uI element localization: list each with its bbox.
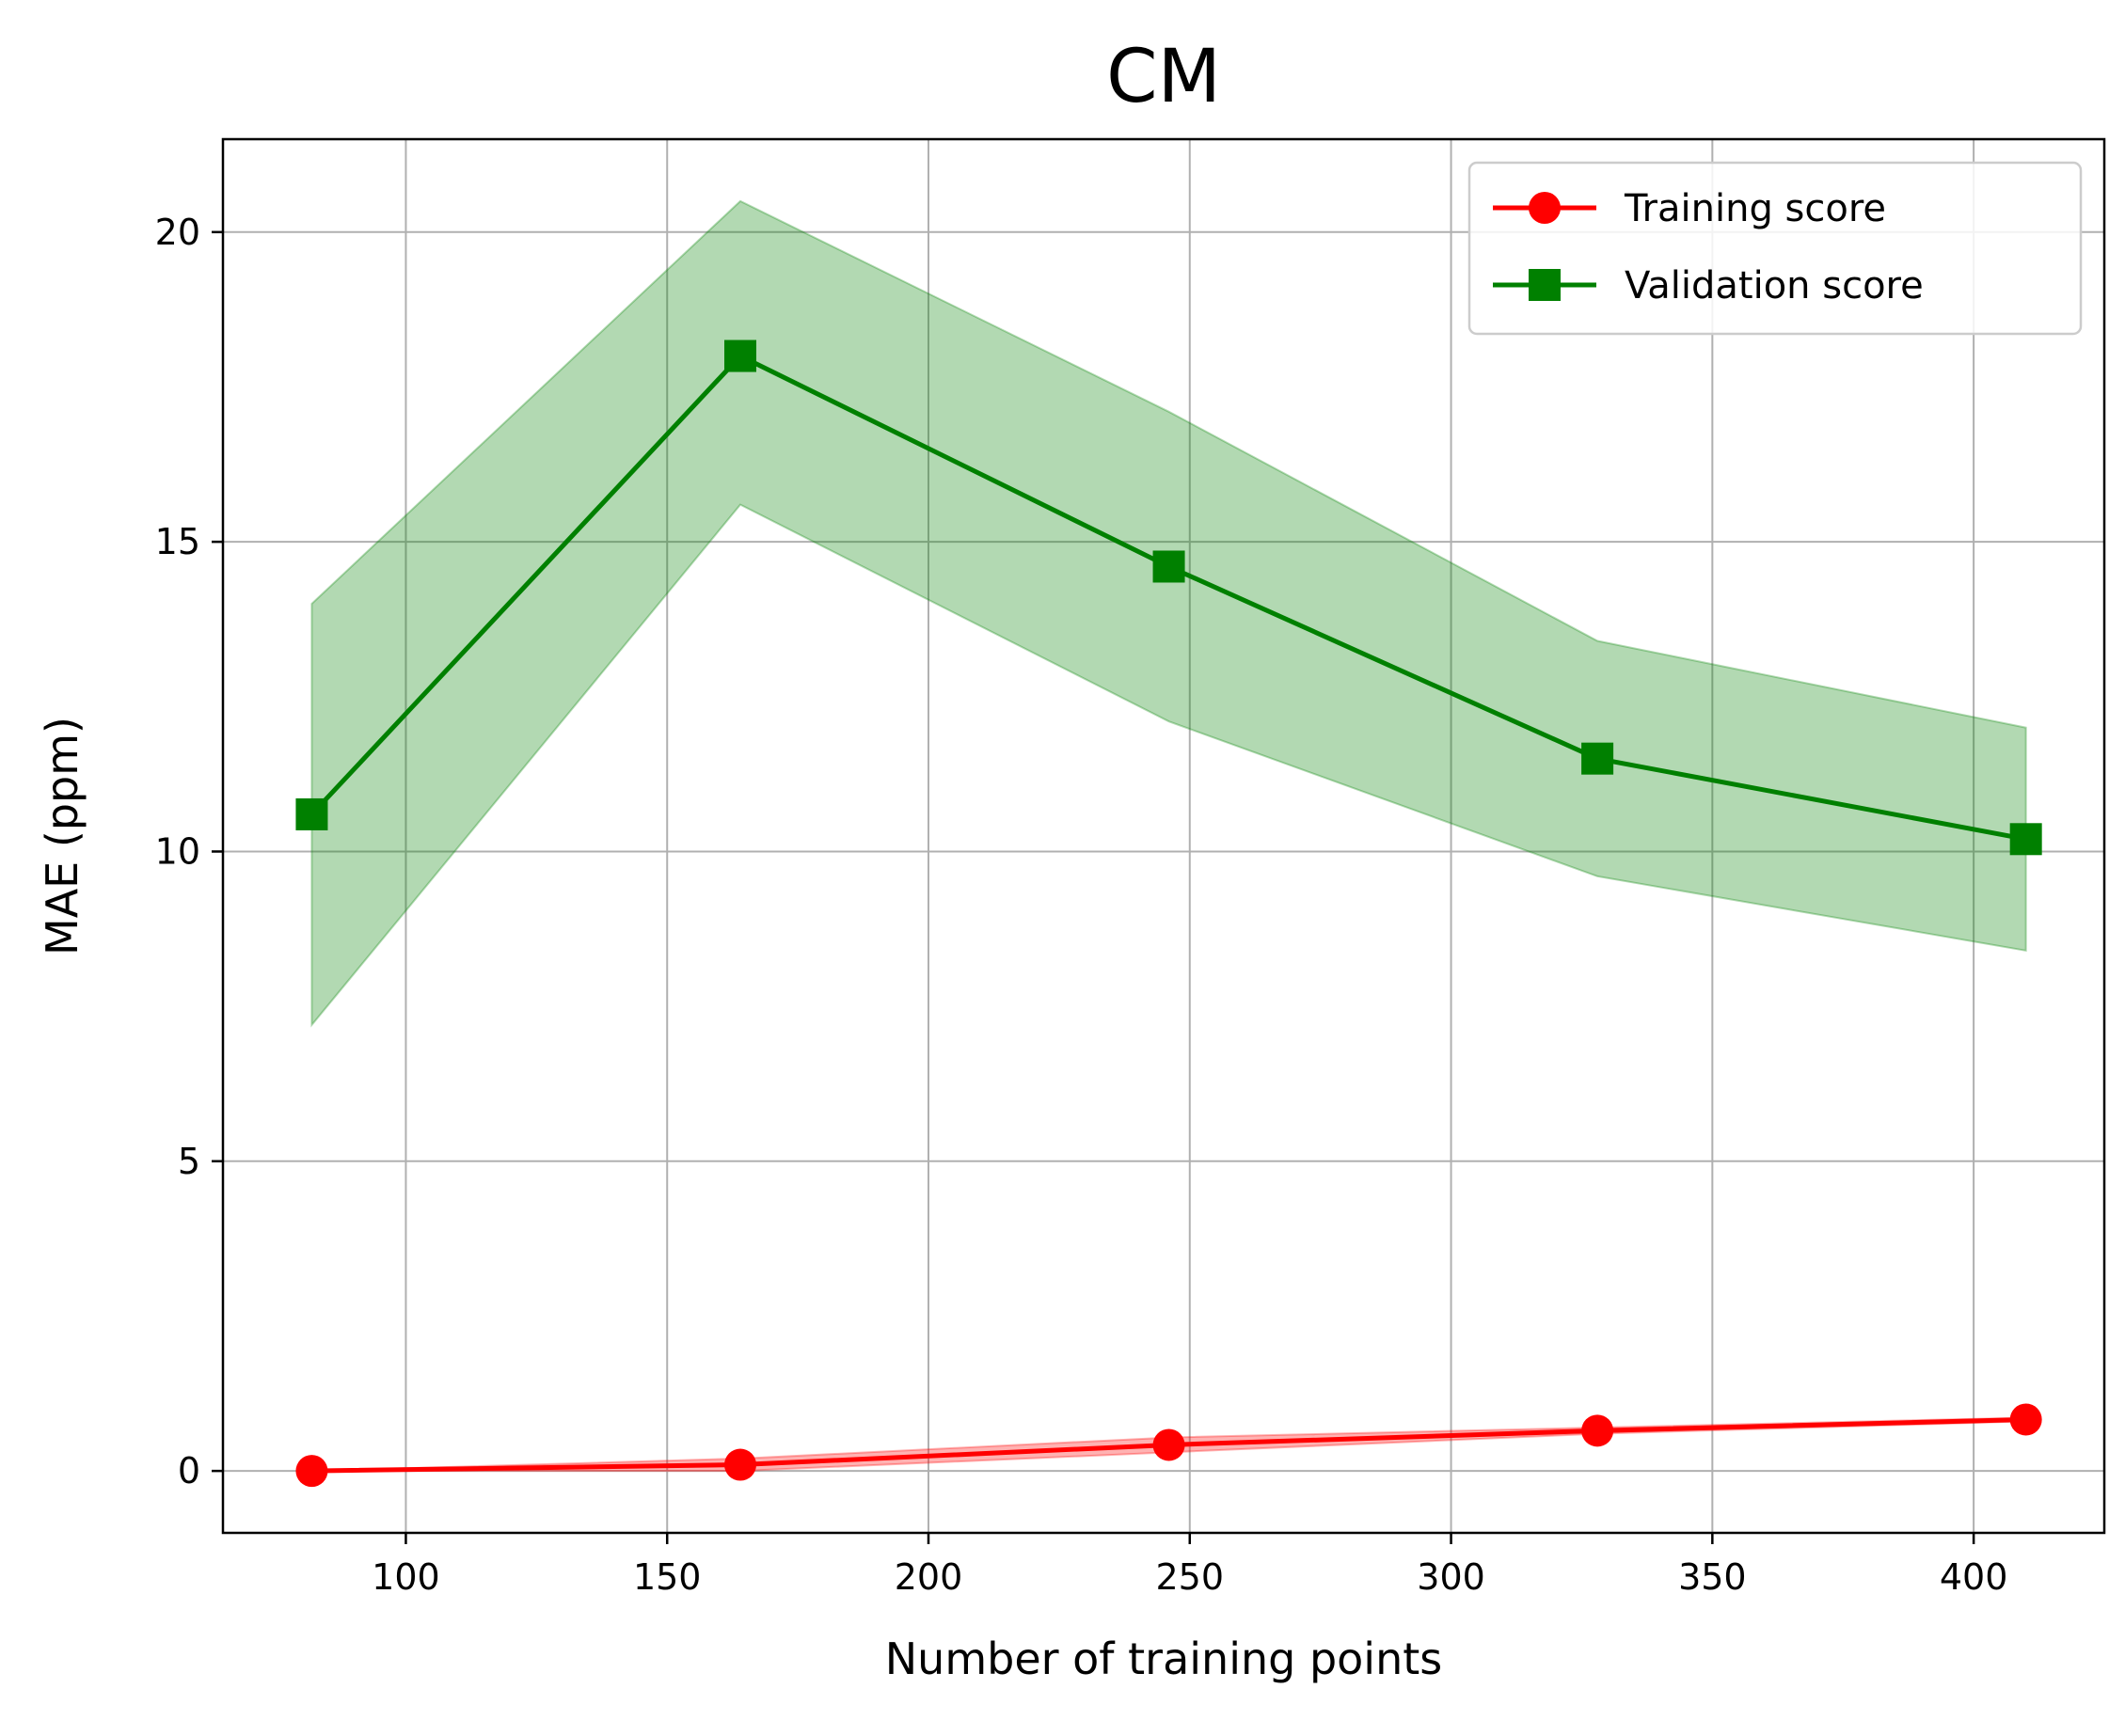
series-markers xyxy=(295,339,2042,1488)
legend-box xyxy=(1467,161,2083,336)
y-tick-label: 0 xyxy=(178,1450,200,1491)
data-point xyxy=(1581,1414,1614,1447)
legend: Training score Validation score xyxy=(1467,161,2083,336)
y-tick-label: 10 xyxy=(155,830,200,872)
data-point xyxy=(724,339,756,372)
legend-marker xyxy=(1529,269,1561,301)
x-tick-label: 150 xyxy=(633,1556,702,1598)
x-tick-label: 350 xyxy=(1678,1556,1747,1598)
data-point xyxy=(2009,1403,2042,1436)
x-tick-label: 400 xyxy=(1940,1556,2008,1598)
grid-lines xyxy=(223,139,2104,1533)
y-tick-label: 20 xyxy=(155,212,200,253)
data-point xyxy=(1152,1428,1185,1461)
data-point xyxy=(1581,742,1614,775)
plot-frame xyxy=(221,137,2106,1535)
data-point xyxy=(2009,823,2042,856)
legend-label: Validation score xyxy=(1625,264,1924,308)
x-axis-label: Number of training points xyxy=(885,1633,1442,1684)
data-point xyxy=(1152,550,1185,583)
data-point xyxy=(724,1448,756,1481)
confidence-band xyxy=(310,199,2027,1028)
x-axis-ticks: 100 150 200 250 300 350 400 xyxy=(372,1533,2007,1598)
chart-title: CM xyxy=(1106,35,1221,119)
x-tick-label: 200 xyxy=(895,1556,963,1598)
y-tick-label: 15 xyxy=(155,521,200,562)
y-tick-label: 5 xyxy=(178,1141,200,1182)
y-axis-label: MAE (ppm) xyxy=(37,717,87,955)
legend-label: Training score xyxy=(1624,187,1886,230)
x-tick-label: 300 xyxy=(1417,1556,1485,1598)
x-tick-label: 100 xyxy=(372,1556,440,1598)
data-point xyxy=(295,797,328,830)
data-point xyxy=(295,1455,328,1488)
y-axis-ticks: 0 5 10 15 20 xyxy=(155,212,223,1491)
x-tick-label: 250 xyxy=(1156,1556,1225,1598)
legend-marker xyxy=(1529,192,1561,224)
